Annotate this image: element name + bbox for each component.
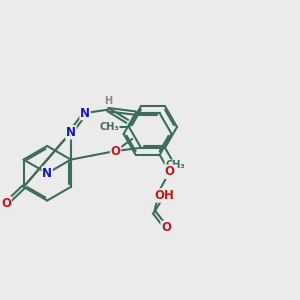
Text: O: O (164, 165, 175, 178)
Text: N: N (80, 106, 90, 119)
Text: O: O (1, 197, 11, 210)
Text: N: N (42, 167, 52, 180)
Text: H: H (104, 96, 112, 106)
Text: OH: OH (154, 189, 174, 202)
Text: CH₃: CH₃ (165, 160, 185, 170)
Text: O: O (161, 221, 171, 234)
Text: O: O (111, 145, 121, 158)
Text: CH₃: CH₃ (100, 122, 119, 132)
Text: N: N (66, 126, 76, 139)
